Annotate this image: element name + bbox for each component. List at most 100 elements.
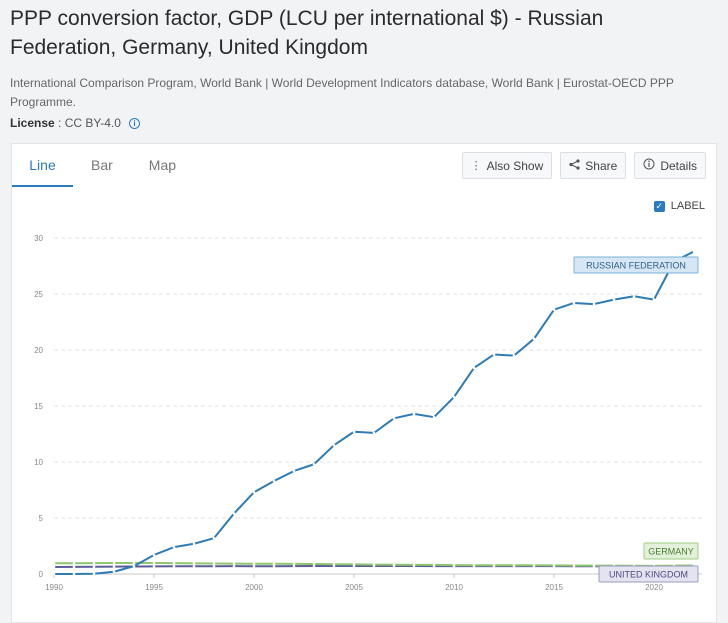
data-point [352,430,356,434]
share-icon [569,158,580,173]
data-point [312,462,316,466]
y-tick-label: 20 [34,346,43,355]
data-point [272,562,276,566]
data-point [52,572,56,576]
data-point [112,561,116,565]
data-point [532,337,536,341]
y-tick-label: 5 [39,514,44,523]
label-toggle-text: LABEL [670,200,705,212]
x-tick-label: 1995 [145,583,163,592]
data-point [212,536,216,540]
y-tick-label: 15 [34,402,43,411]
data-point [212,564,216,568]
data-point [452,563,456,567]
data-point [332,564,336,568]
info-icon[interactable]: i [128,117,140,129]
data-point [552,564,556,567]
data-point [132,564,136,568]
data-point [172,561,176,565]
label-checkbox[interactable]: ✓ [653,200,665,212]
tab-bar[interactable]: Bar [91,157,113,173]
y-tick-label: 10 [34,458,43,467]
tab-line[interactable]: Line [12,144,73,187]
x-tick-label: 2015 [545,583,563,592]
data-point [492,353,496,356]
license-value: : CC BY-4.0 [58,116,121,130]
data-point [452,395,456,399]
data-point [632,294,636,298]
data-point [292,469,296,473]
details-button[interactable]: Details [634,152,706,179]
also-show-label: Also Show [486,158,544,173]
data-point [232,562,236,565]
data-point [312,564,316,568]
more-vertical-icon: ⋮ [470,160,482,172]
data-point [92,561,96,565]
data-point [52,561,56,565]
series-line-russian-federation [53,250,695,575]
series-label-box [643,542,699,560]
data-point [72,572,76,576]
series-label: GERMANY [648,547,694,557]
data-point [332,562,336,566]
series-label: RUSSIAN FEDERATION [586,261,686,271]
data-point [152,561,156,565]
data-point [252,564,256,568]
license-label: License [10,116,55,130]
share-label: Share [585,158,618,173]
data-point [252,490,256,494]
series-label-box [573,256,699,274]
y-tick-label: 30 [34,234,43,243]
data-point [472,366,476,370]
data-point [432,563,436,567]
data-point [552,308,556,311]
data-point [592,302,596,306]
data-point [232,564,236,568]
tab-map[interactable]: Map [148,157,177,173]
data-point [72,565,76,569]
y-tick-label: 0 [39,570,44,579]
data-point [572,301,576,305]
data-point [112,570,116,574]
data-point [132,561,136,565]
info-circle-icon [643,158,655,173]
data-point [192,564,196,568]
data-point [592,564,596,567]
data-point [292,564,296,568]
source-text: International Comparison Program, World … [10,76,674,109]
data-point [692,250,696,253]
data-point [332,443,336,447]
chart-panel: Line Bar Map ⋮ Also Show Share Details ✓… [11,143,717,623]
data-point [412,563,416,567]
data-point [112,565,116,568]
data-point [212,562,216,565]
share-button[interactable]: Share [560,152,627,179]
x-tick-label: 2010 [445,583,463,592]
x-tick-label: 2005 [345,583,363,592]
data-point [292,562,296,566]
label-toggle[interactable]: ✓ LABEL [653,200,705,212]
data-point [152,553,156,557]
data-point [152,565,156,568]
also-show-button[interactable]: ⋮ Also Show [461,152,553,179]
x-tick-label: 1990 [45,583,63,592]
data-point [652,298,656,301]
data-point [392,563,396,567]
data-point [192,542,196,546]
series-label-box [598,565,699,583]
data-point [392,417,396,420]
data-point [512,563,516,567]
data-point [272,479,276,483]
x-tick-label: 2020 [645,583,663,592]
data-point [472,563,476,567]
data-point [612,298,616,301]
data-point [92,572,96,576]
data-point [352,563,356,566]
data-point [532,563,536,567]
data-point [252,562,256,566]
page-title: PPP conversion factor, GDP (LCU per inte… [10,7,604,59]
data-point [172,564,176,568]
data-point [412,412,416,416]
data-point [372,563,376,566]
chart-tabs: Line Bar Map [12,144,192,188]
